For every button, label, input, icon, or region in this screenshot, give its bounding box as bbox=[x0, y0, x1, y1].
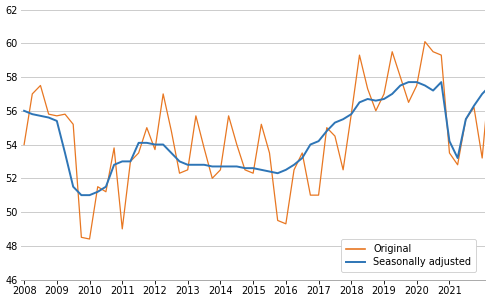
Legend: Original, Seasonally adjusted: Original, Seasonally adjusted bbox=[341, 239, 476, 272]
